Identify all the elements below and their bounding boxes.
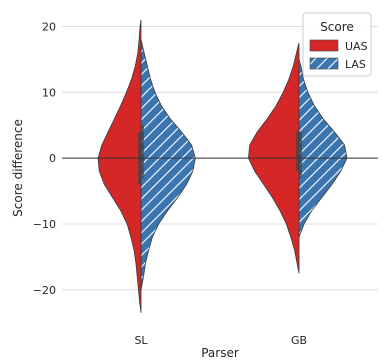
x-tick-label-gb: GB bbox=[291, 334, 307, 347]
y-tick-label: −10 bbox=[33, 218, 56, 231]
y-tick-label: 0 bbox=[49, 152, 56, 165]
legend-swatch-las bbox=[309, 57, 339, 70]
y-axis-label: Score difference bbox=[11, 119, 25, 217]
y-tick-label: −20 bbox=[33, 284, 56, 297]
legend-title: Score bbox=[320, 20, 354, 34]
legend-label-las: LAS bbox=[345, 58, 366, 71]
violin-box-las-sl bbox=[141, 125, 144, 178]
violin-box-uas-gb bbox=[296, 131, 299, 172]
y-tick-label: 20 bbox=[42, 20, 56, 33]
legend: Score UAS LAS bbox=[302, 12, 372, 77]
x-tick-labels: SL GB bbox=[134, 334, 307, 347]
y-tick-label: 10 bbox=[42, 86, 56, 99]
x-tick-label-sl: SL bbox=[134, 334, 148, 347]
legend-swatch-uas bbox=[309, 39, 339, 52]
x-axis-label: Parser bbox=[201, 346, 239, 360]
y-tick-labels: 20 10 0 −10 −20 bbox=[33, 20, 56, 296]
violin-las-gb bbox=[298, 59, 348, 238]
violin-box-las-gb bbox=[299, 131, 302, 178]
legend-label-uas: UAS bbox=[345, 40, 368, 53]
